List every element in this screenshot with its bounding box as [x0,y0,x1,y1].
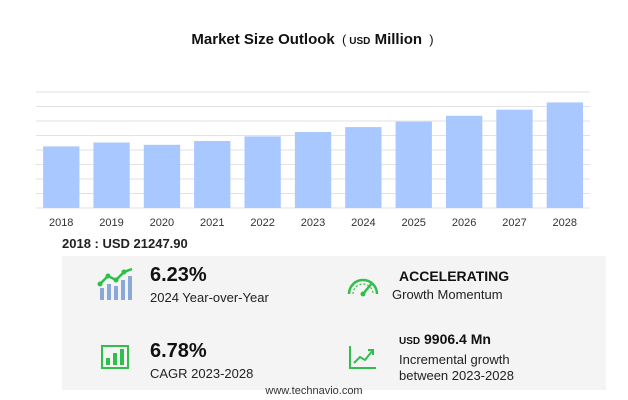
bar-2019 [93,142,130,208]
bar-chart: 2018 2019 2020 2021 2022 2023 2024 2025 2026 2027… [36,91,590,229]
yoy-label: 2024 Year-over-Year [150,290,269,305]
bar-2024 [345,127,382,208]
title-paren-close: ) [429,32,434,47]
cagr-label: CAGR 2023-2028 [150,366,254,381]
x-tick-label: 2018 [49,217,73,229]
chart-title-main: Market Size Outlook [191,31,335,48]
x-tick-label: 2020 [150,217,174,229]
bar-2020 [143,144,181,208]
x-tick-label: 2021 [200,217,224,229]
incremental-label-2: between 2023-2028 [399,368,514,383]
x-tick-label: 2028 [553,217,577,229]
footer-url: www.technavio.com [265,385,363,397]
bar-2026 [446,115,483,208]
x-tick-label: 2027 [502,217,526,229]
bar-chart-icon [101,345,129,369]
bar-2023 [294,132,332,208]
stats-panel [62,256,606,390]
bar-2027 [496,109,533,208]
bar-2018 [43,146,80,208]
incremental-label-1: Incremental growth [399,352,510,367]
incremental-unit: USD [399,336,421,347]
bar-2021 [194,141,231,208]
title-unit: USD [349,36,371,47]
title-paren-open: ( [341,32,347,47]
speedometer-icon [347,278,379,297]
yoy-value: 6.23% [150,264,207,286]
bar-2022 [244,136,281,208]
line-chart-icon [349,346,376,369]
title-unit-word: Million [374,31,423,48]
x-tick-label: 2024 [351,217,375,229]
x-tick-label: 2025 [401,217,425,229]
bar-2028 [546,102,583,208]
momentum-title: ACCELERATING [399,268,510,284]
incremental-amount: 9906.4 Mn [424,331,491,347]
cagr-value: 6.78% [150,340,207,362]
x-tick-label: 2023 [301,217,325,229]
x-tick-label: 2026 [452,217,476,229]
trend-bars-icon [97,267,133,300]
x-tick-label: 2022 [250,217,274,229]
x-tick-label: 2019 [99,217,123,229]
momentum-label: Growth Momentum [392,287,503,302]
incremental-value: USD 9906.4 Mn [399,331,491,347]
bar-2025 [395,121,432,208]
base-year-value: 2018 : USD 21247.90 [62,236,188,251]
chart-title: Market Size Outlook (USD Million ) [0,31,628,48]
